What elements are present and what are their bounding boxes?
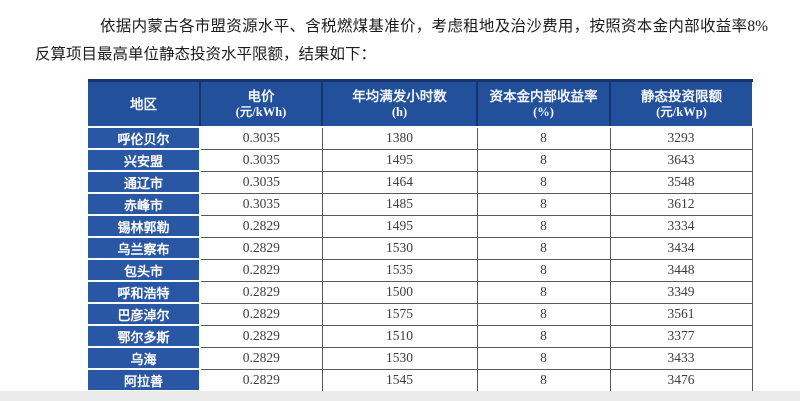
- value-cell-hours: 1575: [321, 302, 478, 326]
- value-cell-price: 0.2829: [199, 214, 323, 238]
- intro-paragraph: 依据内蒙古各市盟资源水平、含税燃煤基准价，考虑租地及治沙费用，按照资本金内部收益…: [35, 18, 768, 63]
- value-cell-hours: 1530: [321, 346, 478, 370]
- value-cell-price: 0.2829: [199, 368, 323, 392]
- value-cell-price: 0.2829: [199, 302, 323, 326]
- table-row: 包头市 0.2829 1535 8 3448: [88, 258, 753, 282]
- value-cell-limit: 3293: [609, 126, 753, 150]
- value-cell-price: 0.3035: [199, 170, 323, 194]
- value-cell-hours: 1500: [321, 280, 478, 304]
- table-row: 呼伦贝尔 0.3035 1380 8 3293: [88, 126, 753, 150]
- value-cell-hours: 1495: [321, 214, 478, 238]
- table-row: 乌海 0.2829 1530 8 3433: [88, 346, 753, 370]
- column-title: 年均满发小时数: [352, 89, 447, 104]
- value-cell-irr: 8: [476, 170, 611, 194]
- column-title: 电价: [247, 89, 275, 104]
- investment-limit-table: 地区 电价 (元/kWh) 年均满发小时数 (h) 资本金内部收益率 (%) 静态投资限额 (元…: [88, 79, 753, 392]
- table-body: 呼伦贝尔 0.3035 1380 8 3293 兴安盟 0.3035 1495 8 3643 通辽市…: [88, 126, 753, 392]
- region-cell: 通辽市: [88, 171, 201, 194]
- value-cell-irr: 8: [476, 126, 611, 150]
- value-cell-price: 0.2829: [199, 346, 323, 370]
- value-cell-price: 0.2829: [199, 280, 323, 304]
- value-cell-hours: 1535: [321, 258, 478, 282]
- region-cell: 包头市: [88, 259, 201, 282]
- table-row: 呼和浩特 0.2829 1500 8 3349: [88, 280, 753, 304]
- value-cell-irr: 8: [476, 214, 611, 238]
- page-bottom-strip: [0, 391, 800, 401]
- value-cell-limit: 3448: [609, 258, 753, 282]
- value-cell-irr: 8: [476, 258, 611, 282]
- value-cell-limit: 3334: [609, 214, 753, 238]
- table-header-row: 地区 电价 (元/kWh) 年均满发小时数 (h) 资本金内部收益率 (%) 静态投资限额 (元…: [88, 82, 752, 128]
- value-cell-irr: 8: [476, 302, 611, 326]
- region-cell: 阿拉善: [88, 369, 201, 392]
- value-cell-irr: 8: [476, 280, 611, 304]
- value-cell-irr: 8: [476, 148, 611, 172]
- region-cell: 乌海: [88, 347, 201, 370]
- value-cell-limit: 3561: [609, 302, 753, 326]
- column-title: 资本金内部收益率: [489, 89, 598, 104]
- value-cell-limit: 3433: [609, 346, 753, 370]
- region-cell: 兴安盟: [88, 149, 201, 172]
- value-cell-price: 0.3035: [199, 126, 323, 150]
- region-cell: 赤峰市: [88, 193, 201, 216]
- value-cell-hours: 1380: [321, 126, 478, 150]
- value-cell-hours: 1510: [321, 324, 478, 348]
- region-cell: 鄂尔多斯: [88, 325, 201, 348]
- value-cell-limit: 3612: [609, 192, 753, 216]
- value-cell-irr: 8: [476, 236, 611, 260]
- table-row: 锡林郭勒 0.2829 1495 8 3334: [88, 214, 753, 238]
- column-unit: (元/kWh): [235, 105, 287, 119]
- region-cell: 锡林郭勒: [88, 215, 201, 238]
- region-cell: 呼伦贝尔: [88, 127, 201, 150]
- value-cell-limit: 3434: [609, 236, 753, 260]
- table-row: 兴安盟 0.3035 1495 8 3643: [88, 148, 753, 172]
- region-cell: 巴彦淖尔: [88, 303, 201, 326]
- table-header: 地区 电价 (元/kWh) 年均满发小时数 (h) 资本金内部收益率 (%) 静态投资限额 (元…: [88, 82, 752, 128]
- region-cell: 呼和浩特: [88, 281, 201, 304]
- table-row: 鄂尔多斯 0.2829 1510 8 3377: [88, 324, 753, 348]
- value-cell-price: 0.2829: [199, 258, 323, 282]
- value-cell-price: 0.3035: [199, 148, 323, 172]
- value-cell-irr: 8: [476, 368, 611, 392]
- value-cell-price: 0.2829: [199, 236, 323, 260]
- value-cell-limit: 3643: [609, 148, 753, 172]
- column-title: 静态投资限额: [641, 89, 722, 104]
- value-cell-irr: 8: [476, 192, 611, 216]
- column-header-hours: 年均满发小时数 (h): [322, 82, 478, 128]
- table-row: 乌兰察布 0.2829 1530 8 3434: [88, 236, 753, 260]
- value-cell-price: 0.2829: [199, 324, 323, 348]
- value-cell-hours: 1495: [321, 148, 478, 172]
- column-header-limit: 静态投资限额 (元/kWp): [610, 82, 752, 128]
- table-row: 阿拉善 0.2829 1545 8 3476: [88, 368, 753, 392]
- column-header-price: 电价 (元/kWh): [200, 82, 323, 128]
- data-table: 地区 电价 (元/kWh) 年均满发小时数 (h) 资本金内部收益率 (%) 静态投资限额 (元…: [88, 82, 753, 392]
- table-row: 赤峰市 0.3035 1485 8 3612: [88, 192, 753, 216]
- column-unit: (h): [391, 105, 408, 119]
- table-row: 通辽市 0.3035 1464 8 3548: [88, 170, 753, 194]
- region-cell: 乌兰察布: [88, 237, 201, 260]
- column-title: 地区: [130, 96, 157, 112]
- value-cell-limit: 3476: [609, 368, 753, 392]
- value-cell-hours: 1545: [321, 368, 478, 392]
- value-cell-irr: 8: [476, 324, 611, 348]
- column-unit: (%): [533, 105, 554, 119]
- value-cell-limit: 3548: [609, 170, 753, 194]
- value-cell-limit: 3349: [609, 280, 753, 304]
- column-unit: (元/kWp): [656, 105, 707, 119]
- value-cell-limit: 3377: [609, 324, 753, 348]
- column-header-region: 地区: [88, 82, 201, 128]
- value-cell-hours: 1464: [321, 170, 478, 194]
- column-header-irr: 资本金内部收益率 (%): [477, 82, 611, 128]
- value-cell-hours: 1485: [321, 192, 478, 216]
- table-row: 巴彦淖尔 0.2829 1575 8 3561: [88, 302, 753, 326]
- value-cell-irr: 8: [476, 346, 611, 370]
- value-cell-hours: 1530: [321, 236, 478, 260]
- value-cell-price: 0.3035: [199, 192, 323, 216]
